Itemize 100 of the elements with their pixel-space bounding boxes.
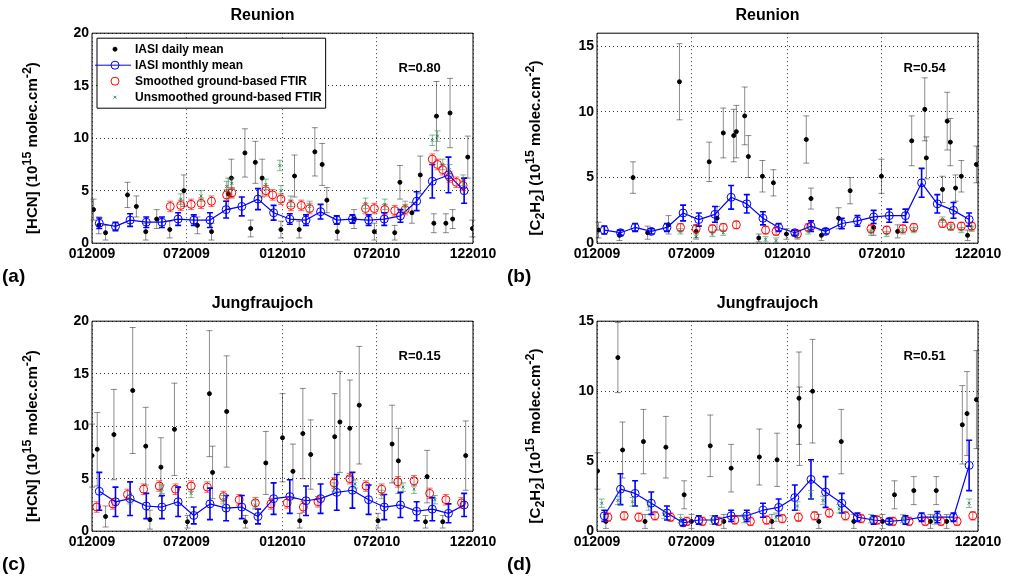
- point: [347, 485, 357, 495]
- point: [263, 182, 268, 187]
- point: [742, 199, 752, 209]
- point: [173, 214, 183, 224]
- x-tick-label: 012010: [259, 245, 307, 262]
- point: [726, 192, 736, 202]
- x-tick-label: 122010: [449, 245, 497, 262]
- x-tick-label: 072009: [163, 533, 211, 550]
- point: [412, 196, 422, 206]
- point: [379, 502, 389, 512]
- y-tick-label: 5: [81, 469, 90, 486]
- point: [285, 492, 295, 502]
- point: [678, 208, 688, 218]
- point: [364, 495, 374, 505]
- text: (a): [2, 264, 26, 286]
- point: [189, 510, 199, 520]
- point: [412, 506, 422, 516]
- point: [806, 474, 816, 484]
- point: [221, 205, 231, 215]
- point: [94, 486, 104, 496]
- x-tick-label: 012010: [259, 533, 307, 550]
- x-tick-label: 012010: [764, 245, 812, 262]
- y-tick-label: 15: [578, 37, 595, 54]
- y-tick-label: 15: [578, 312, 595, 329]
- legend-label: IASI daily mean: [135, 41, 224, 56]
- y-tick-label: 10: [73, 129, 90, 146]
- point: [224, 184, 229, 189]
- point: [837, 498, 847, 508]
- point: [332, 487, 342, 497]
- x-tick-label: 012010: [764, 533, 812, 550]
- point: [221, 503, 231, 513]
- point: [237, 201, 247, 211]
- point: [932, 199, 942, 209]
- chart-title: Reunion: [230, 6, 295, 24]
- point: [379, 214, 389, 224]
- x-tick-label: 072010: [858, 533, 906, 550]
- point: [774, 502, 784, 512]
- x-tick-label: 072009: [163, 245, 211, 262]
- point: [821, 487, 831, 497]
- x-tick-label: 072010: [353, 533, 401, 550]
- point: [363, 201, 368, 206]
- point: [677, 228, 685, 235]
- x-tick-label: 072010: [353, 245, 401, 262]
- point: [205, 215, 215, 225]
- legend-label: Smoothed ground-based FTIR: [135, 73, 308, 88]
- y-tick-label: 5: [586, 168, 595, 185]
- point: [964, 460, 974, 470]
- x-tick-label: 122010: [449, 533, 497, 550]
- point: [948, 205, 958, 215]
- point: [141, 501, 151, 511]
- point: [301, 496, 311, 506]
- point: [316, 207, 326, 217]
- point: [157, 502, 167, 512]
- x-tick-label: 072009: [668, 533, 716, 550]
- point: [205, 499, 215, 509]
- point: [459, 186, 469, 196]
- y-tick-label: 15: [73, 76, 90, 93]
- point: [964, 215, 974, 225]
- point: [427, 504, 437, 514]
- point: [917, 178, 927, 188]
- text: (c): [2, 552, 26, 574]
- point: [427, 176, 437, 186]
- point: [630, 488, 640, 498]
- x-tick-label: 122010: [954, 245, 1002, 262]
- point: [443, 508, 453, 518]
- annotation: R=0.54: [903, 60, 947, 76]
- annotation: R=0.51: [903, 348, 946, 364]
- x-tick-label: 122010: [954, 533, 1002, 550]
- point: [957, 226, 965, 234]
- y-tick-label: 10: [578, 382, 595, 399]
- point: [178, 197, 183, 202]
- text: (b): [507, 264, 532, 286]
- point: [395, 500, 405, 510]
- point: [899, 228, 907, 235]
- y-tick-label: 10: [578, 102, 595, 119]
- point: [173, 497, 183, 507]
- chart-title: Reunion: [735, 6, 800, 24]
- point: [694, 215, 704, 225]
- point: [269, 494, 279, 504]
- point: [279, 188, 283, 193]
- text: (d): [507, 552, 532, 574]
- point: [277, 163, 282, 168]
- point: [237, 502, 247, 512]
- legend-label: IASI monthly mean: [135, 57, 244, 72]
- point: [403, 204, 408, 209]
- point: [869, 212, 879, 222]
- point: [662, 508, 672, 518]
- y-tick-label: 10: [73, 417, 90, 434]
- y-tick-label: 20: [73, 24, 90, 41]
- point: [253, 512, 263, 521]
- chart-title: Jungfraujoch: [716, 294, 819, 312]
- x-tick-label: 072010: [858, 245, 906, 262]
- x-tick-label: 072009: [668, 245, 716, 262]
- y-tick-label: 5: [81, 181, 90, 198]
- point: [790, 493, 800, 503]
- point: [382, 202, 387, 207]
- point: [253, 194, 263, 204]
- chart-title: Jungfraujoch: [211, 294, 314, 312]
- y-tick-label: 15: [73, 364, 90, 381]
- y-tick-label: 5: [586, 452, 595, 469]
